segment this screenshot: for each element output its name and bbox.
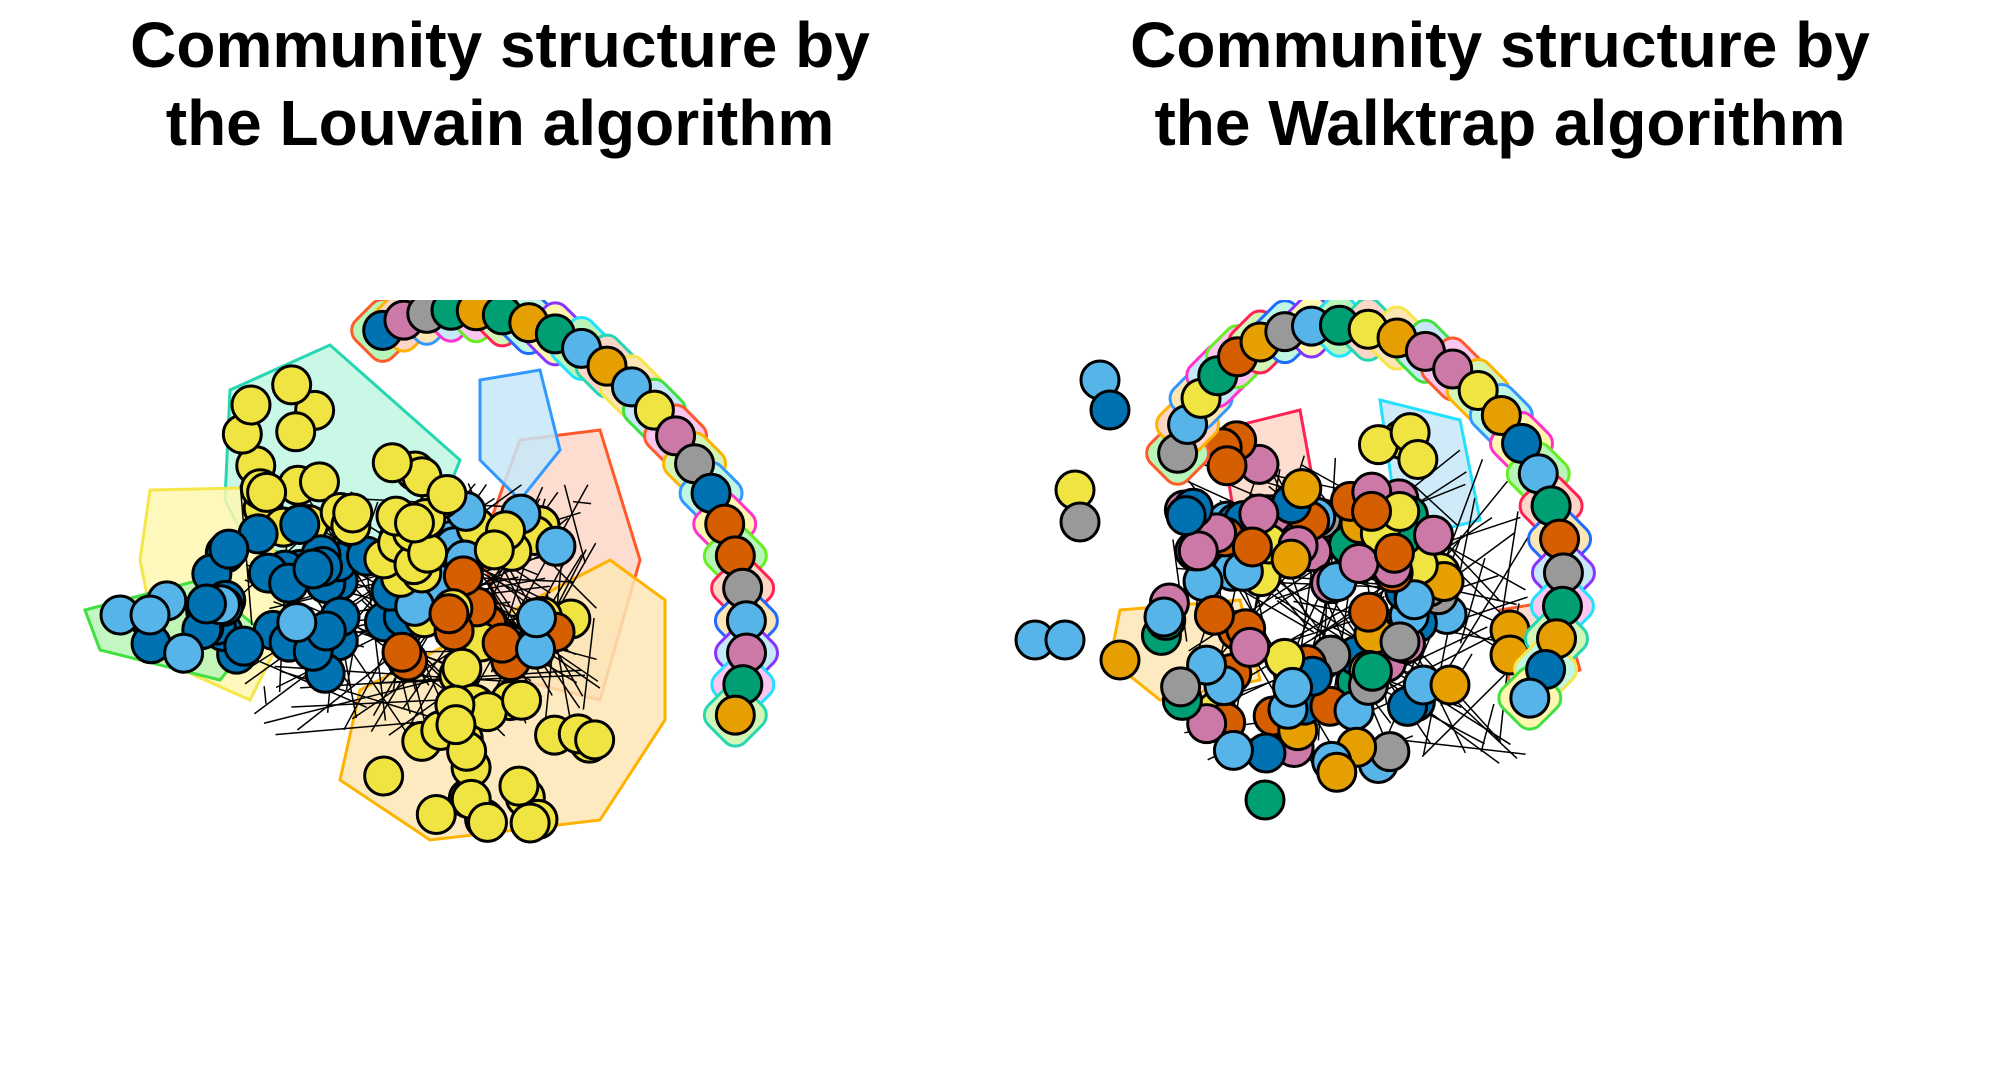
- network-node: [246, 471, 288, 513]
- network-node: [363, 755, 405, 797]
- network-node: [1186, 644, 1228, 686]
- network-node: [223, 625, 265, 667]
- network-node: [1457, 369, 1499, 411]
- network-node: [435, 704, 477, 746]
- network-node: [498, 765, 540, 807]
- network-node: [381, 631, 423, 673]
- network-edge: [373, 674, 586, 685]
- network-node: [574, 719, 616, 761]
- network-node: [276, 602, 318, 644]
- network-node: [1160, 666, 1202, 708]
- network-node: [1272, 666, 1314, 708]
- network-node: [426, 474, 468, 516]
- walktrap-title: Community structure by the Walktrap algo…: [1000, 6, 2000, 162]
- walktrap-panel: Community structure by the Walktrap algo…: [1000, 0, 2000, 1074]
- walktrap-title-line1: Community structure by: [1130, 9, 1870, 81]
- network-node: [509, 802, 551, 844]
- network-edge: [263, 686, 267, 704]
- network-node: [208, 528, 250, 570]
- network-edge: [563, 484, 586, 564]
- louvain-title-line1: Community structure by: [130, 9, 870, 81]
- walktrap-network-graph: [1014, 300, 1596, 821]
- network-node: [1429, 664, 1471, 706]
- network-node: [298, 461, 340, 503]
- network-node: [1539, 518, 1581, 560]
- network-edge: [1480, 703, 1495, 752]
- network-node: [1379, 621, 1421, 663]
- louvain-title: Community structure by the Louvain algor…: [0, 6, 1000, 162]
- network-node: [163, 632, 205, 674]
- network-node: [1351, 650, 1393, 692]
- network-node: [1206, 445, 1248, 487]
- network-edge: [299, 575, 412, 740]
- network-node: [1393, 579, 1435, 621]
- network-node: [441, 647, 483, 689]
- network-node: [1229, 626, 1271, 668]
- network-node: [535, 525, 577, 567]
- network-node: [501, 679, 543, 721]
- network-node: [1373, 532, 1415, 574]
- network-node: [1530, 485, 1572, 527]
- network-node: [467, 801, 509, 843]
- louvain-panel: Community structure by the Louvain algor…: [0, 6, 1000, 844]
- network-node: [428, 593, 470, 635]
- walktrap-title-line2: the Walktrap algorithm: [1154, 87, 1846, 159]
- network-node: [292, 548, 334, 590]
- network-node: [1480, 394, 1522, 436]
- network-node: [279, 504, 321, 546]
- network-node: [655, 415, 697, 457]
- network-node: [1099, 639, 1141, 681]
- network-node: [371, 442, 413, 484]
- network-edge: [366, 570, 387, 721]
- network-node: [473, 529, 515, 571]
- network-node: [714, 694, 756, 736]
- network-edge: [240, 652, 367, 708]
- network-node: [1238, 493, 1280, 535]
- network-node: [1338, 542, 1380, 584]
- network-edge: [1459, 557, 1486, 644]
- louvain-network-graph: [83, 300, 779, 844]
- network-node: [275, 411, 317, 453]
- network-edge: [1396, 738, 1526, 755]
- network-node: [1059, 501, 1101, 543]
- network-node: [1413, 514, 1455, 556]
- network-edge: [1411, 483, 1459, 527]
- network-node: [481, 622, 523, 664]
- network-node: [129, 594, 171, 636]
- network-node: [1231, 526, 1273, 568]
- network-node: [1397, 439, 1439, 481]
- network-node: [1244, 779, 1286, 821]
- network-node: [1212, 729, 1254, 771]
- network-node: [1089, 389, 1131, 431]
- network-edge: [582, 618, 595, 710]
- network-node: [393, 502, 435, 544]
- network-edge: [466, 484, 589, 703]
- network-node: [230, 384, 272, 426]
- network-node: [185, 583, 227, 625]
- network-node: [1348, 591, 1390, 633]
- network-node: [1509, 677, 1551, 719]
- network-node: [1044, 619, 1086, 661]
- network-node: [332, 492, 374, 534]
- network-node: [1316, 751, 1358, 793]
- network-node: [415, 794, 457, 836]
- network-node: [1165, 495, 1207, 537]
- community-hull: [478, 368, 562, 503]
- network-node: [1193, 594, 1235, 636]
- network-node: [515, 597, 557, 639]
- network-edge: [573, 500, 592, 505]
- network-node: [271, 364, 313, 406]
- network-node: [1143, 596, 1185, 638]
- louvain-title-line2: the Louvain algorithm: [165, 87, 835, 159]
- network-node: [1351, 490, 1393, 532]
- network-node: [1177, 530, 1219, 572]
- network-node: [1281, 468, 1323, 510]
- network-edge: [263, 674, 454, 725]
- network-node: [1270, 538, 1312, 580]
